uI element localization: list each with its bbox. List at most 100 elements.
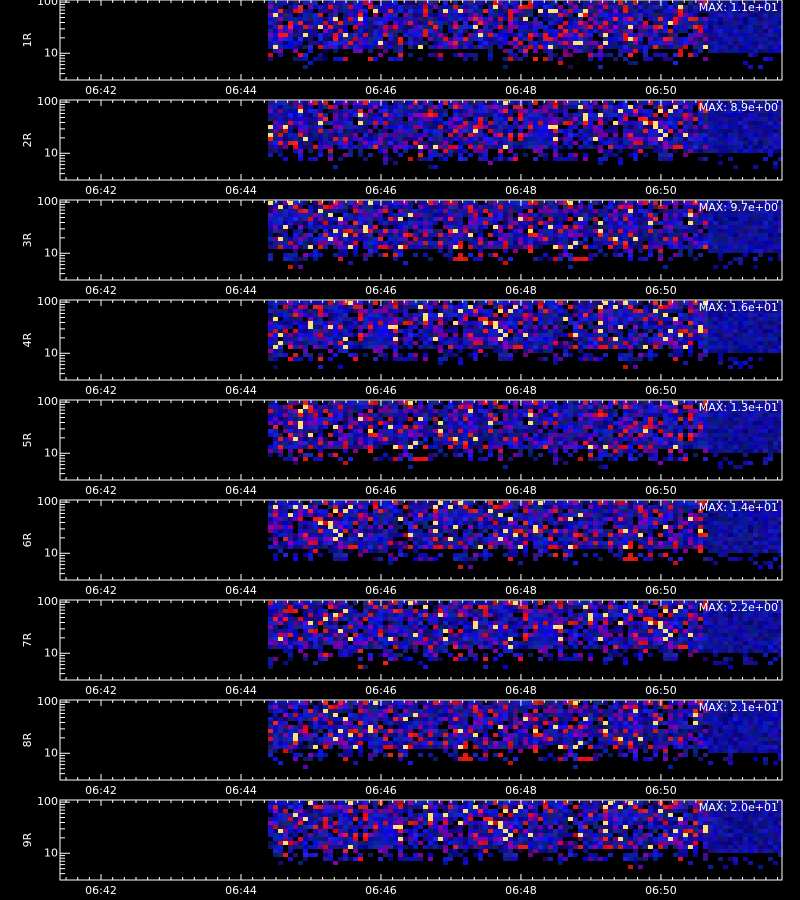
heatmap-cell [648,45,653,49]
heatmap-cell [738,201,743,205]
heatmap-cell [583,117,588,121]
heatmap-cell [308,105,313,109]
heatmap-cell [278,101,283,105]
heatmap-cell [573,49,578,53]
heatmap-cell [518,133,523,137]
heatmap-cell [758,129,763,133]
heatmap-cell [318,345,323,349]
heatmap-cell [583,25,588,29]
heatmap-cell [583,245,588,249]
heatmap-cell [658,245,663,249]
heatmap-cell [628,221,633,225]
heatmap-cell [308,205,313,209]
heatmap-cell [333,37,338,41]
heatmap-cell [703,133,708,137]
heatmap-cell [298,33,303,37]
heatmap-cell [433,21,438,25]
heatmap-cell [528,45,533,49]
heatmap-cell [448,129,453,133]
heatmap-cell [708,1,713,5]
heatmap-cell [578,9,583,13]
heatmap-cell [563,45,568,49]
heatmap-cell [313,205,318,209]
heatmap-cell [348,305,353,309]
heatmap-cell [298,113,303,117]
heatmap-cell [458,317,463,321]
heatmap-cell [433,241,438,245]
heatmap-cell [398,233,403,237]
heatmap-cell [778,101,783,105]
heatmap-cell [438,137,443,141]
heatmap-cell [298,53,303,57]
heatmap-cell [583,37,588,41]
heatmap-cell [638,201,643,205]
heatmap-cell [708,133,713,137]
heatmap-cell [578,41,583,45]
heatmap-cell [538,25,543,29]
heatmap-cell [363,9,368,13]
heatmap-cell [323,41,328,45]
heatmap-cell [678,133,683,137]
heatmap-cell [293,33,298,37]
heatmap-cell [583,157,588,161]
heatmap-cell [363,345,368,349]
heatmap-cell [363,117,368,121]
heatmap-cell [708,121,713,125]
heatmap-cell [638,145,643,149]
heatmap-cell [738,45,743,49]
heatmap-cell [353,353,358,357]
heatmap-cell [718,41,723,45]
heatmap-cell [273,337,278,341]
heatmap-cell [368,249,373,253]
heatmap-cell [498,225,503,229]
heatmap-cell [523,17,528,21]
heatmap-cell [758,105,763,109]
heatmap-cell [443,245,448,249]
heatmap-cell [388,229,393,233]
heatmap-cell [513,237,518,241]
heatmap-cell [748,225,753,229]
heatmap-cell [593,213,598,217]
heatmap-cell [448,329,453,333]
heatmap-cell [673,113,678,117]
heatmap-cell [318,209,323,213]
heatmap-cell [673,133,678,137]
heatmap-cell [738,109,743,113]
heatmap-cell [678,37,683,41]
heatmap-cell [513,329,518,333]
heatmap-cell [733,233,738,237]
heatmap-cell [413,341,418,345]
heatmap-cell [428,157,433,161]
heatmap-cell [548,37,553,41]
heatmap-cell [278,153,283,157]
heatmap-cell [378,121,383,125]
heatmap-cell [633,233,638,237]
heatmap-cell [638,221,643,225]
heatmap-cell [723,249,728,253]
heatmap-cell [293,313,298,317]
heatmap-cell [763,33,768,37]
heatmap-cell [508,325,513,329]
heatmap-cell [693,113,698,117]
heatmap-cell [303,9,308,13]
heatmap-cell [298,17,303,21]
heatmap-cell [648,245,653,249]
heatmap-cell [328,45,333,49]
heatmap-cell [568,257,573,261]
heatmap-cell [398,141,403,145]
heatmap-cell [538,229,543,233]
heatmap-cell [513,13,518,17]
heatmap-cell [283,321,288,325]
heatmap-cell [318,5,323,9]
heatmap-cell [738,237,743,241]
heatmap-cell [748,41,753,45]
heatmap-cell [588,113,593,117]
heatmap-cell [338,157,343,161]
heatmap-cell [543,157,548,161]
heatmap-cell [363,217,368,221]
heatmap-cell [728,25,733,29]
heatmap-cell [633,105,638,109]
heatmap-cell [568,53,573,57]
heatmap-cell [298,245,303,249]
heatmap-cell [613,253,618,257]
